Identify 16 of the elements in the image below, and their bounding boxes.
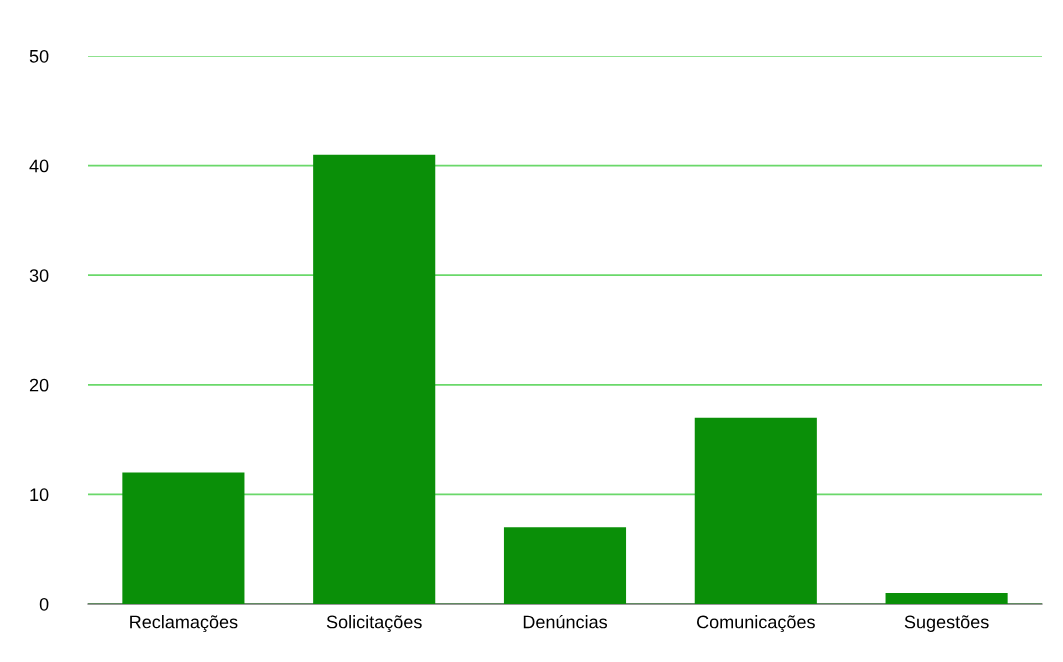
y-tick-label: 50 [29,49,49,63]
x-tick-label: Sugestões [904,615,989,632]
x-tick-label: Reclamações [130,615,238,633]
y-tick-label: 30 [29,269,49,282]
x-tick-label: Solicitações [326,615,422,633]
y-tick-label: 0 [39,597,49,611]
bar [885,593,1008,604]
y-tick-label: 40 [29,159,49,173]
x-tick-label: Comunicações [697,615,815,633]
bar [694,417,817,604]
bar [122,472,245,604]
bar [313,154,436,604]
x-tick-label: Denúncias [523,614,608,629]
y-tick-label: 10 [30,488,49,502]
y-tick-label: 20 [29,378,49,392]
bar [503,527,627,604]
